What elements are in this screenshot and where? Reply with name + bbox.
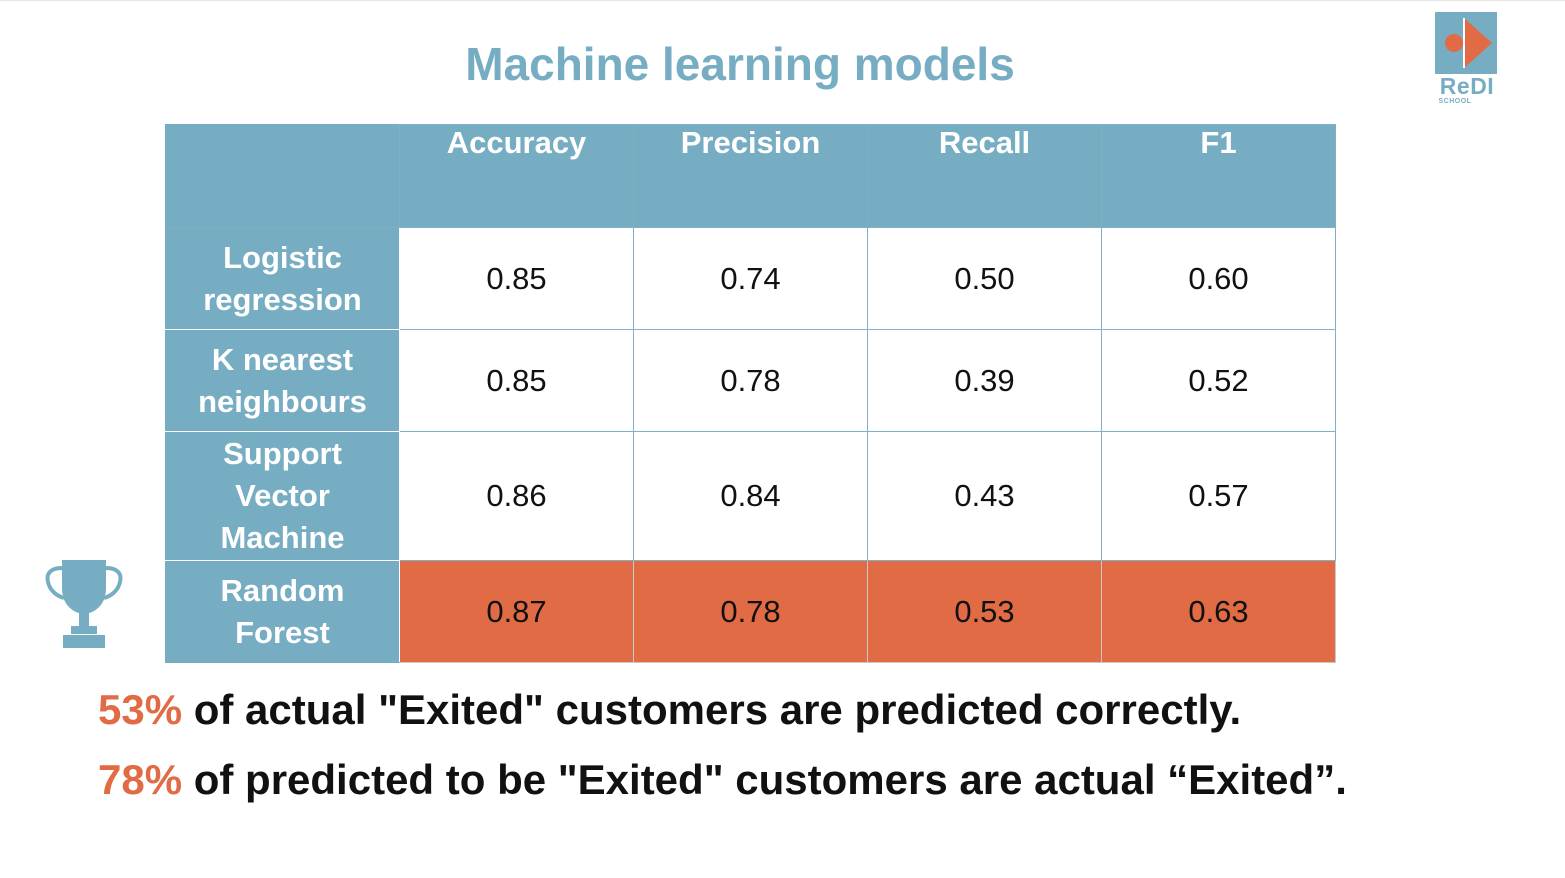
cell-value: 0.85 (399, 329, 634, 432)
logo-subtitle: SCHOOL (1438, 98, 1472, 105)
table-row: Logistic regression 0.85 0.74 0.50 0.60 (165, 227, 1336, 330)
cell-value: 0.74 (633, 227, 868, 330)
row-label-logistic-regression: Logistic regression (165, 227, 400, 330)
table-row: Support Vector Machine 0.86 0.84 0.43 0.… (165, 431, 1336, 561)
header-recall: Recall (867, 124, 1102, 228)
cell-value-highlighted: 0.78 (633, 560, 868, 663)
cell-value-highlighted: 0.53 (867, 560, 1102, 663)
cell-value: 0.52 (1101, 329, 1336, 432)
cell-value: 0.84 (633, 431, 868, 561)
cell-value: 0.85 (399, 227, 634, 330)
row-label-k-nearest-neighbours: K nearest neighbours (165, 329, 400, 432)
cell-value: 0.43 (867, 431, 1102, 561)
row-label-random-forest: Random Forest (165, 560, 400, 663)
row-label-line: Forest (235, 614, 330, 650)
table-header-row: Accuracy Precision Recall F1 (165, 124, 1336, 228)
precision-note-text: of predicted to be "Exited" customers ar… (182, 756, 1347, 803)
cell-value: 0.86 (399, 431, 634, 561)
cell-value-highlighted: 0.63 (1101, 560, 1336, 663)
metrics-table: Accuracy Precision Recall F1 Logistic re… (165, 124, 1336, 663)
slide-title: Machine learning models (465, 38, 1015, 90)
recall-note-text: of actual "Exited" customers are predict… (182, 686, 1242, 733)
logo-wordmark: ReDI (1439, 73, 1495, 99)
recall-note: 53% of actual "Exited" customers are pre… (98, 684, 1241, 736)
row-label-line: Vector (235, 478, 330, 513)
precision-note: 78% of predicted to be "Exited" customer… (98, 754, 1347, 806)
redi-logo-icon (1435, 12, 1497, 74)
row-label-line: Support (223, 436, 342, 471)
row-label-line: Machine (220, 520, 345, 555)
row-label-line: Random (220, 572, 345, 608)
table-row: K nearest neighbours 0.85 0.78 0.39 0.52 (165, 329, 1336, 432)
table-row-highlighted: Random Forest 0.87 0.78 0.53 0.63 (165, 560, 1336, 663)
header-precision: Precision (633, 124, 868, 228)
trophy-icon (45, 560, 123, 648)
cell-value-highlighted: 0.87 (399, 560, 634, 663)
top-divider (0, 0, 1565, 1)
row-label-line: neighbours (198, 383, 367, 419)
recall-percent: 53% (98, 686, 183, 733)
header-accuracy: Accuracy (399, 124, 634, 228)
row-label-line: regression (203, 281, 362, 317)
cell-value: 0.39 (867, 329, 1102, 432)
cell-value: 0.60 (1101, 227, 1336, 330)
row-label-line: Logistic (223, 239, 342, 275)
precision-percent: 78% (98, 756, 183, 803)
cell-value: 0.57 (1101, 431, 1336, 561)
cell-value: 0.50 (867, 227, 1102, 330)
row-label-line: K nearest (211, 341, 354, 377)
header-corner (165, 124, 400, 228)
row-label-support-vector-machine: Support Vector Machine (165, 431, 400, 561)
cell-value: 0.78 (633, 329, 868, 432)
header-f1: F1 (1101, 124, 1336, 228)
